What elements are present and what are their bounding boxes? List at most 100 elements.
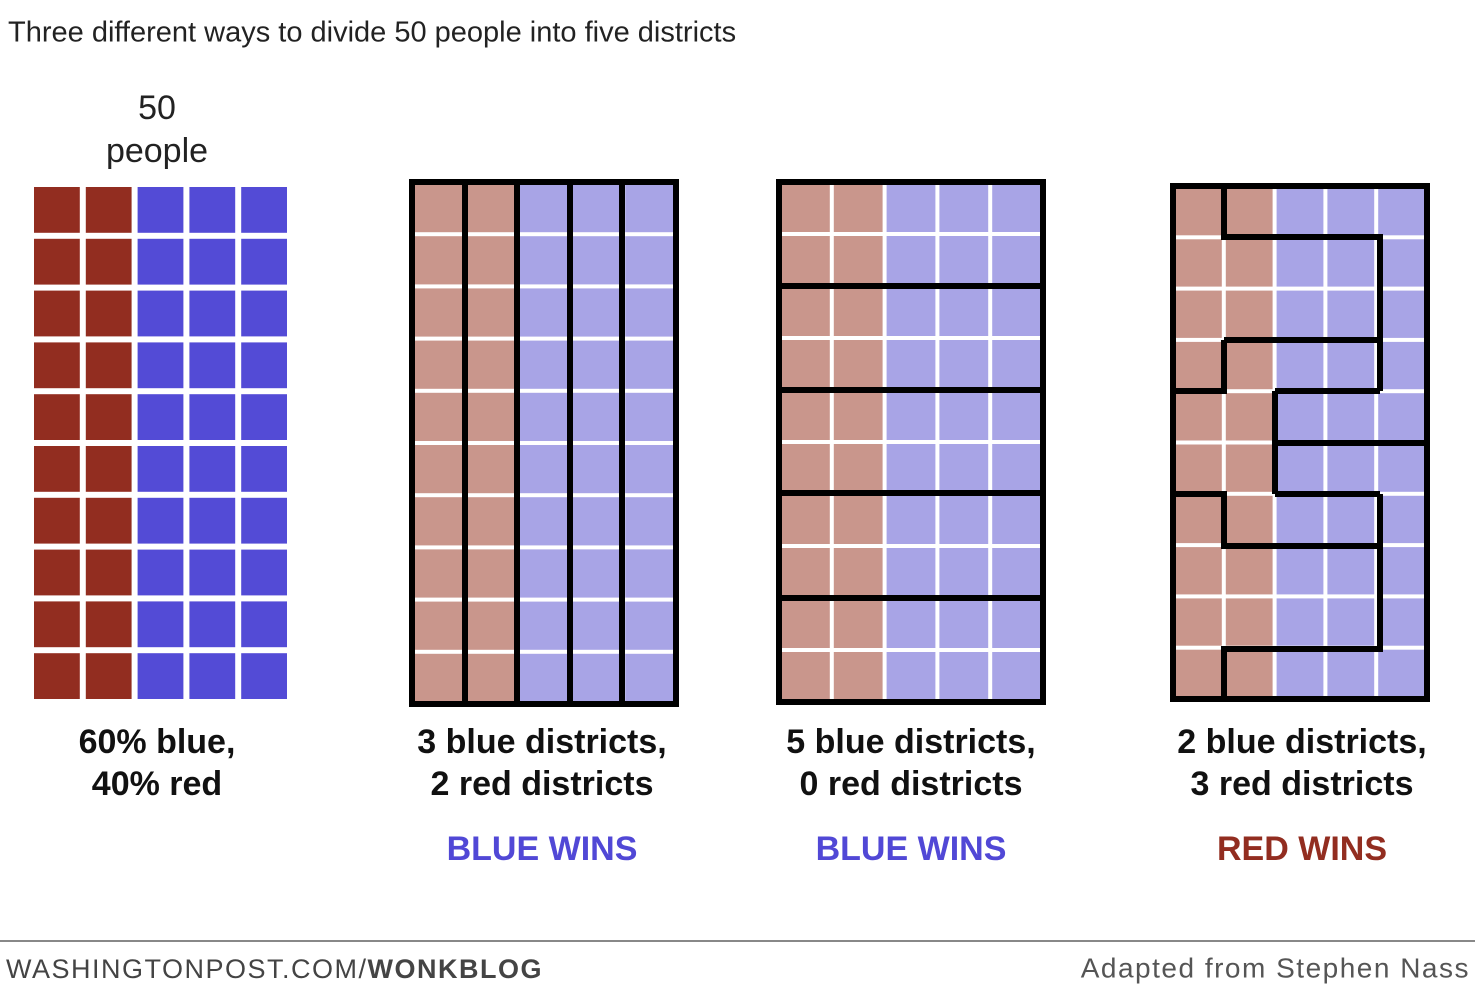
- person: [34, 187, 80, 233]
- person: [137, 601, 184, 648]
- person: [1175, 290, 1222, 338]
- person: [519, 392, 569, 441]
- person: [189, 290, 236, 337]
- person: [85, 394, 132, 440]
- person: [625, 288, 674, 337]
- person: [572, 549, 622, 598]
- person: [1175, 649, 1222, 697]
- grids: [34, 184, 1425, 702]
- person: [572, 340, 622, 389]
- person: [939, 652, 989, 700]
- person: [1327, 290, 1375, 338]
- person: [1276, 547, 1324, 595]
- person: [466, 601, 516, 650]
- person: [1276, 649, 1324, 697]
- person: [137, 342, 184, 389]
- caption: 3 blue districts,: [417, 723, 666, 761]
- person: [34, 653, 80, 699]
- person: [85, 290, 132, 337]
- person: [85, 497, 132, 544]
- district-boundary: [779, 283, 1043, 601]
- person: [85, 446, 132, 492]
- person: [1378, 547, 1425, 595]
- panel-header: 50: [138, 89, 176, 127]
- person: [886, 600, 936, 648]
- person: [1327, 649, 1375, 697]
- person: [939, 392, 989, 440]
- caption: 60% blue,: [79, 723, 236, 761]
- person: [466, 497, 516, 546]
- person: [833, 340, 883, 388]
- person: [572, 236, 622, 285]
- person: [85, 238, 132, 285]
- person: [137, 653, 184, 699]
- person: [1175, 495, 1222, 544]
- person: [85, 187, 132, 233]
- person: [1327, 239, 1375, 287]
- person: [833, 288, 883, 336]
- person: [189, 446, 236, 492]
- person: [189, 497, 236, 544]
- person: [572, 392, 622, 441]
- person: [781, 652, 830, 700]
- caption: 40% red: [92, 765, 222, 803]
- person: [625, 601, 674, 650]
- person: [34, 497, 80, 544]
- person: [1276, 239, 1324, 287]
- person: [1225, 649, 1273, 697]
- person: [1175, 444, 1222, 492]
- person: [1378, 393, 1425, 441]
- person: [241, 238, 287, 285]
- person: [886, 184, 936, 232]
- person: [241, 549, 287, 596]
- person: [1225, 239, 1273, 287]
- person: [833, 236, 883, 284]
- person: [572, 497, 622, 546]
- verdict: RED WINS: [1217, 830, 1387, 868]
- person: [572, 288, 622, 337]
- person: [886, 392, 936, 440]
- district-boundary: [1173, 186, 1427, 699]
- person: [992, 288, 1041, 336]
- person: [189, 601, 236, 648]
- person: [1175, 393, 1222, 441]
- person: [572, 653, 622, 702]
- person: [781, 600, 830, 648]
- person: [1378, 649, 1425, 697]
- person: [781, 496, 830, 544]
- person: [886, 288, 936, 336]
- person: [137, 394, 184, 440]
- person: [241, 497, 287, 544]
- person: [1327, 495, 1375, 544]
- person: [833, 548, 883, 596]
- person: [241, 290, 287, 337]
- person: [833, 496, 883, 544]
- person: [1276, 393, 1324, 441]
- person: [833, 444, 883, 492]
- person: [1327, 341, 1375, 390]
- person: [572, 601, 622, 650]
- person: [1276, 598, 1324, 646]
- person: [519, 340, 569, 389]
- person: [414, 288, 463, 337]
- frame: [409, 179, 679, 707]
- person: [34, 238, 80, 285]
- person: [625, 445, 674, 494]
- person: [189, 549, 236, 596]
- person: [992, 444, 1041, 492]
- person: [1175, 547, 1222, 595]
- person: [1327, 444, 1375, 492]
- person: [519, 288, 569, 337]
- person: [781, 236, 830, 284]
- person: [85, 601, 132, 648]
- person: [519, 184, 569, 233]
- person: [1378, 290, 1425, 338]
- person: [519, 236, 569, 285]
- person: [519, 497, 569, 546]
- person: [833, 392, 883, 440]
- person: [137, 187, 184, 233]
- person: [833, 652, 883, 700]
- panel-header: people: [106, 132, 208, 170]
- person: [781, 288, 830, 336]
- person: [519, 601, 569, 650]
